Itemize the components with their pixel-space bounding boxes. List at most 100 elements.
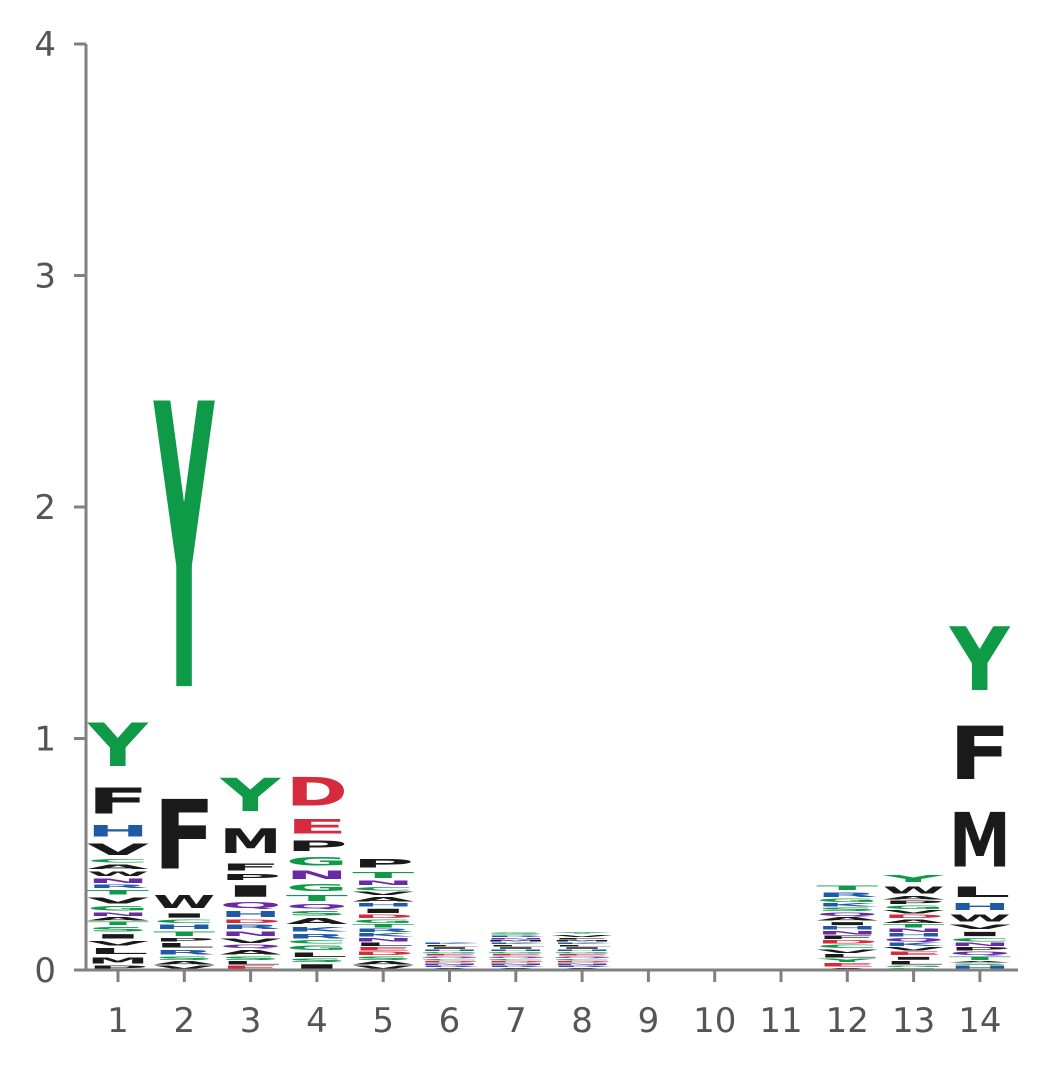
logo-letter: R <box>551 965 613 967</box>
logo-letter: S <box>352 956 414 961</box>
logo-letter: R <box>352 928 414 933</box>
logo-letter: A <box>87 917 149 922</box>
logo-letter: Q <box>816 912 878 917</box>
logo-letter: G <box>551 951 613 953</box>
x-tick-label: 5 <box>372 1001 394 1041</box>
logo-letter: T <box>352 871 414 880</box>
logo-letter: D <box>485 961 547 963</box>
logo-letter: C <box>551 958 613 960</box>
x-ticks: 1 2 3 4 5 6 7 8 9 10 11 12 13 14 <box>107 970 1002 1041</box>
logo-letter: L <box>485 945 547 947</box>
logo-letter: M <box>485 940 547 942</box>
x-tick-label: 12 <box>826 1001 869 1041</box>
logo-letter: N <box>286 868 348 882</box>
logo-letter: A <box>87 864 149 871</box>
logo-letter: E <box>220 965 282 970</box>
x-tick-label: 1 <box>107 1001 129 1041</box>
logo-letter: D <box>352 915 414 920</box>
logo-letter: V <box>87 840 149 859</box>
logo-letter: C <box>949 938 1011 943</box>
logo-letter: Q <box>883 938 945 943</box>
logo-letter: C <box>419 958 481 960</box>
logo-letter: G <box>286 854 348 868</box>
logo-letter: N <box>485 938 547 940</box>
logo-letter: N <box>352 938 414 943</box>
logo-letter: P <box>352 857 414 871</box>
logo-letter: D <box>419 961 481 963</box>
logo-letter: G <box>419 951 481 953</box>
logo-letter: P <box>220 873 282 882</box>
y-ticks: 0 1 2 3 4 <box>34 25 86 991</box>
logo-letter: V <box>352 891 414 896</box>
logo-letter: Y <box>87 711 149 780</box>
logo-letter: C <box>352 887 414 892</box>
logo-letter: A <box>949 961 1011 963</box>
logo-letter: T <box>883 924 945 929</box>
logo-letter: S <box>153 956 215 961</box>
logo-letter: L <box>949 885 1011 901</box>
logo-column-6: ARNDCQEGHILK <box>419 942 481 970</box>
logo-letter: K <box>352 933 414 938</box>
x-tick-label: 2 <box>173 1001 195 1041</box>
logo-letter: G <box>352 919 414 924</box>
logo-letter: A <box>220 949 282 956</box>
logo-letter: W <box>949 912 1011 924</box>
logo-letter: F <box>87 781 149 822</box>
logo-letter: Y <box>816 958 878 963</box>
logo-letter: Q <box>286 903 348 910</box>
y-tick-label: 1 <box>34 720 56 760</box>
logo-letter: E <box>419 954 481 956</box>
logo-letter: Q <box>220 945 282 950</box>
logo-letter: R <box>485 935 547 937</box>
logo-letter: V <box>87 940 149 947</box>
logo-letter: P <box>883 901 945 906</box>
logo-letter: M <box>87 956 149 965</box>
logo-letter: H <box>220 910 282 919</box>
logo-letter: Y <box>153 322 215 779</box>
logo-letter: N <box>816 931 878 936</box>
x-tick-label: 9 <box>638 1001 660 1041</box>
logo-letter: A <box>816 917 878 922</box>
logo-letter: F <box>220 861 282 872</box>
logo-letter: I <box>286 963 348 970</box>
logo-letter: T <box>286 894 348 903</box>
logo-letter: L <box>883 961 945 966</box>
logo-letter: P <box>87 965 149 970</box>
logo-letter: N <box>220 931 282 938</box>
logo-letter: S <box>87 926 149 933</box>
x-tick-label: 13 <box>892 1001 935 1041</box>
x-tick-label: 4 <box>306 1001 328 1041</box>
logo-letter: K <box>485 942 547 944</box>
logo-letter: H <box>949 901 1011 912</box>
logo-letter: V <box>949 924 1011 931</box>
logo-letter: Y <box>882 873 945 885</box>
logo-letter: N <box>551 963 613 965</box>
logo-letter: D <box>551 961 613 963</box>
logo-letter: L <box>352 942 414 947</box>
logo-letter: G <box>485 951 547 953</box>
logo-letter: E <box>883 952 945 957</box>
logo-letter: H <box>419 949 481 951</box>
logo-letter: I <box>949 931 1011 938</box>
logo-letter: I <box>87 933 149 940</box>
logo-letter: G <box>286 945 348 952</box>
logo-letter: N <box>949 942 1011 947</box>
logo-letter: H <box>485 949 547 951</box>
logo-letter: T <box>87 921 149 926</box>
logo-letter: F <box>153 781 215 891</box>
logo-letter: N <box>352 880 414 887</box>
logo-letter: C <box>286 940 348 945</box>
logo-letter: S <box>220 956 282 961</box>
logo-letter: L <box>153 942 215 949</box>
logo-column-7: ARNDCQEGHILKMNRS <box>485 932 547 970</box>
logo-letter: R <box>286 933 348 940</box>
logo-letter: G <box>286 882 348 894</box>
logo-letter: N <box>419 963 481 965</box>
logo-letter: Q <box>419 956 481 958</box>
logo-letter: K <box>816 903 878 908</box>
x-tick-label: 6 <box>439 1001 461 1041</box>
logo-letter: I <box>883 956 945 961</box>
